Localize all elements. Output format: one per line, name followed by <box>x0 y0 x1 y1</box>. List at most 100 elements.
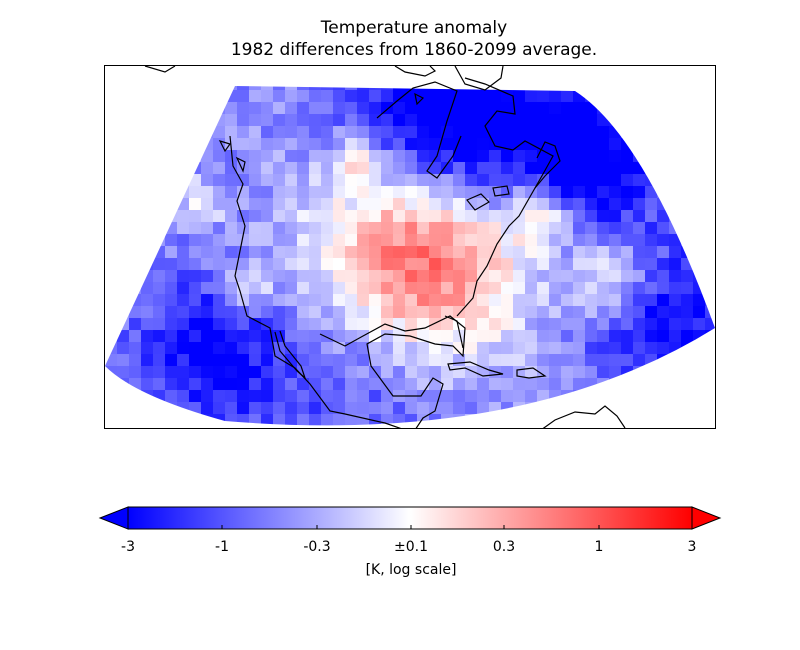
anomaly-cell <box>261 426 273 429</box>
anomaly-cell <box>645 270 657 282</box>
anomaly-cell <box>249 414 261 426</box>
anomaly-cell <box>249 270 261 282</box>
anomaly-cell <box>333 198 345 210</box>
anomaly-cell <box>645 150 657 162</box>
anomaly-cell <box>537 366 549 378</box>
anomaly-cell <box>561 426 573 429</box>
anomaly-cell <box>105 282 117 294</box>
anomaly-cell <box>141 294 153 306</box>
anomaly-cell <box>597 282 609 294</box>
anomaly-cell <box>669 86 681 90</box>
anomaly-cell <box>237 258 249 270</box>
anomaly-cell <box>189 342 201 354</box>
anomaly-cell <box>201 378 213 390</box>
anomaly-cell <box>225 222 237 234</box>
anomaly-cell <box>405 90 417 102</box>
anomaly-cell <box>501 390 513 402</box>
anomaly-cell <box>297 90 309 102</box>
anomaly-cell <box>585 114 597 126</box>
anomaly-cell <box>357 354 369 366</box>
anomaly-cell <box>369 390 381 402</box>
anomaly-cell <box>657 246 669 258</box>
anomaly-cell <box>393 90 405 102</box>
anomaly-cell <box>213 246 225 258</box>
anomaly-cell <box>477 282 489 294</box>
anomaly-cell <box>117 138 129 150</box>
anomaly-cell <box>141 426 153 429</box>
anomaly-cell <box>117 402 129 414</box>
anomaly-cell <box>117 114 129 126</box>
anomaly-cell <box>297 126 309 138</box>
anomaly-cell <box>429 354 441 366</box>
anomaly-cell <box>585 354 597 366</box>
anomaly-cell <box>489 354 501 366</box>
anomaly-cell <box>297 234 309 246</box>
anomaly-cell <box>417 390 429 402</box>
anomaly-cell <box>585 150 597 162</box>
anomaly-cell <box>441 294 453 306</box>
anomaly-cell <box>129 66 141 78</box>
anomaly-cell <box>501 270 513 282</box>
anomaly-cell <box>105 210 117 222</box>
anomaly-cell <box>405 174 417 186</box>
anomaly-cell <box>309 114 321 126</box>
anomaly-cell <box>549 234 561 246</box>
anomaly-cell <box>693 390 705 402</box>
anomaly-cell <box>129 210 141 222</box>
anomaly-cell <box>225 342 237 354</box>
anomaly-cell <box>273 186 285 198</box>
anomaly-cell <box>249 282 261 294</box>
anomaly-cell <box>141 306 153 318</box>
anomaly-cell <box>261 222 273 234</box>
anomaly-cell <box>201 126 213 138</box>
anomaly-cell <box>705 330 715 342</box>
anomaly-cell <box>477 294 489 306</box>
anomaly-cell <box>225 402 237 414</box>
anomaly-cell <box>201 414 213 426</box>
anomaly-cell <box>165 354 177 366</box>
anomaly-cell <box>633 210 645 222</box>
anomaly-cell <box>153 86 165 90</box>
anomaly-cell <box>669 66 681 78</box>
anomaly-cell <box>201 246 213 258</box>
anomaly-cell <box>249 222 261 234</box>
anomaly-cell <box>129 378 141 390</box>
anomaly-cell <box>561 402 573 414</box>
anomaly-cell <box>669 366 681 378</box>
anomaly-cell <box>597 270 609 282</box>
coastlines <box>144 66 626 428</box>
anomaly-cell <box>321 282 333 294</box>
anomaly-cell <box>333 222 345 234</box>
anomaly-cell <box>177 174 189 186</box>
anomaly-cell <box>621 114 633 126</box>
anomaly-cell <box>477 126 489 138</box>
anomaly-cell <box>561 234 573 246</box>
anomaly-cell <box>321 390 333 402</box>
anomaly-cell <box>153 114 165 126</box>
anomaly-cell <box>441 258 453 270</box>
anomaly-cell <box>645 198 657 210</box>
anomaly-cell <box>333 342 345 354</box>
anomaly-cell <box>657 234 669 246</box>
anomaly-cell <box>357 282 369 294</box>
anomaly-cell <box>681 306 693 318</box>
anomaly-cell <box>201 90 213 102</box>
anomaly-cell <box>273 258 285 270</box>
anomaly-cell <box>705 102 715 114</box>
anomaly-cell <box>429 342 441 354</box>
anomaly-cell <box>393 210 405 222</box>
anomaly-cell <box>309 258 321 270</box>
anomaly-cell <box>141 198 153 210</box>
anomaly-cell <box>633 390 645 402</box>
anomaly-cell <box>525 306 537 318</box>
anomaly-cell <box>357 234 369 246</box>
anomaly-cell <box>237 366 249 378</box>
anomaly-cell <box>345 210 357 222</box>
anomaly-cell <box>165 426 177 429</box>
anomaly-cell <box>669 246 681 258</box>
anomaly-cell <box>249 126 261 138</box>
anomaly-cell <box>309 282 321 294</box>
anomaly-cell <box>309 150 321 162</box>
anomaly-cell <box>129 102 141 114</box>
anomaly-cell <box>501 234 513 246</box>
